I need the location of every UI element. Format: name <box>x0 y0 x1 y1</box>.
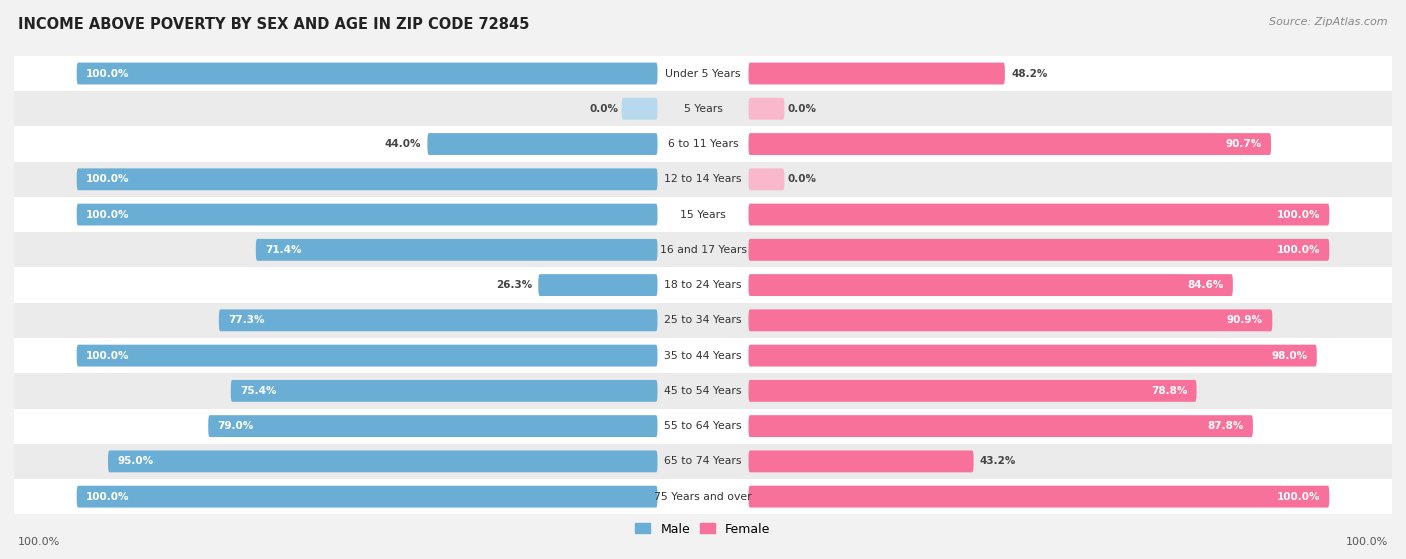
Text: 55 to 64 Years: 55 to 64 Years <box>664 421 742 431</box>
Text: 98.0%: 98.0% <box>1271 350 1308 361</box>
Text: 78.8%: 78.8% <box>1150 386 1187 396</box>
Text: 12 to 14 Years: 12 to 14 Years <box>664 174 742 184</box>
FancyBboxPatch shape <box>748 203 1329 225</box>
Text: 90.9%: 90.9% <box>1227 315 1263 325</box>
Text: 84.6%: 84.6% <box>1187 280 1223 290</box>
FancyBboxPatch shape <box>621 98 658 120</box>
Text: 0.0%: 0.0% <box>589 104 619 114</box>
Text: 0.0%: 0.0% <box>787 174 817 184</box>
Text: INCOME ABOVE POVERTY BY SEX AND AGE IN ZIP CODE 72845: INCOME ABOVE POVERTY BY SEX AND AGE IN Z… <box>18 17 530 32</box>
Text: 71.4%: 71.4% <box>266 245 302 255</box>
Text: 100.0%: 100.0% <box>18 537 60 547</box>
FancyBboxPatch shape <box>108 451 658 472</box>
FancyBboxPatch shape <box>748 310 1272 331</box>
FancyBboxPatch shape <box>219 310 658 331</box>
FancyBboxPatch shape <box>256 239 658 260</box>
Text: 87.8%: 87.8% <box>1208 421 1243 431</box>
Text: 100.0%: 100.0% <box>86 210 129 220</box>
Text: 18 to 24 Years: 18 to 24 Years <box>664 280 742 290</box>
FancyBboxPatch shape <box>231 380 658 402</box>
Bar <box>14 373 1392 409</box>
Bar <box>14 409 1392 444</box>
Bar <box>14 197 1392 232</box>
Text: 75 Years and over: 75 Years and over <box>654 492 752 501</box>
FancyBboxPatch shape <box>427 133 658 155</box>
Text: 100.0%: 100.0% <box>86 69 129 78</box>
Text: 48.2%: 48.2% <box>1011 69 1047 78</box>
Text: 15 Years: 15 Years <box>681 210 725 220</box>
FancyBboxPatch shape <box>77 345 658 367</box>
Bar <box>14 126 1392 162</box>
FancyBboxPatch shape <box>77 168 658 190</box>
Text: 75.4%: 75.4% <box>240 386 277 396</box>
Text: 45 to 54 Years: 45 to 54 Years <box>664 386 742 396</box>
Text: 6 to 11 Years: 6 to 11 Years <box>668 139 738 149</box>
Bar <box>14 303 1392 338</box>
Text: Source: ZipAtlas.com: Source: ZipAtlas.com <box>1270 17 1388 27</box>
FancyBboxPatch shape <box>748 451 973 472</box>
Text: 35 to 44 Years: 35 to 44 Years <box>664 350 742 361</box>
FancyBboxPatch shape <box>77 63 658 84</box>
Bar <box>14 338 1392 373</box>
FancyBboxPatch shape <box>748 133 1271 155</box>
Text: 79.0%: 79.0% <box>218 421 254 431</box>
FancyBboxPatch shape <box>748 380 1197 402</box>
FancyBboxPatch shape <box>748 98 785 120</box>
Text: 95.0%: 95.0% <box>117 456 153 466</box>
FancyBboxPatch shape <box>748 345 1317 367</box>
Text: 90.7%: 90.7% <box>1226 139 1261 149</box>
Bar <box>14 91 1392 126</box>
FancyBboxPatch shape <box>208 415 658 437</box>
Text: 16 and 17 Years: 16 and 17 Years <box>659 245 747 255</box>
Text: 100.0%: 100.0% <box>86 174 129 184</box>
Text: 100.0%: 100.0% <box>1277 245 1320 255</box>
Legend: Male, Female: Male, Female <box>636 523 770 536</box>
Text: 0.0%: 0.0% <box>787 104 817 114</box>
Text: 25 to 34 Years: 25 to 34 Years <box>664 315 742 325</box>
Text: 77.3%: 77.3% <box>228 315 264 325</box>
Text: 65 to 74 Years: 65 to 74 Years <box>664 456 742 466</box>
Text: 5 Years: 5 Years <box>683 104 723 114</box>
Bar <box>14 56 1392 91</box>
Bar <box>14 232 1392 267</box>
Text: 100.0%: 100.0% <box>1277 492 1320 501</box>
Bar <box>14 267 1392 303</box>
Text: 44.0%: 44.0% <box>385 139 422 149</box>
Text: 43.2%: 43.2% <box>980 456 1017 466</box>
Text: 100.0%: 100.0% <box>1346 537 1388 547</box>
FancyBboxPatch shape <box>748 63 1005 84</box>
FancyBboxPatch shape <box>748 168 785 190</box>
FancyBboxPatch shape <box>77 486 658 508</box>
Text: 100.0%: 100.0% <box>1277 210 1320 220</box>
FancyBboxPatch shape <box>77 203 658 225</box>
Bar <box>14 479 1392 514</box>
Text: 100.0%: 100.0% <box>86 350 129 361</box>
Bar <box>14 162 1392 197</box>
Text: 100.0%: 100.0% <box>86 492 129 501</box>
Bar <box>14 444 1392 479</box>
FancyBboxPatch shape <box>748 274 1233 296</box>
FancyBboxPatch shape <box>748 239 1329 260</box>
FancyBboxPatch shape <box>748 415 1253 437</box>
FancyBboxPatch shape <box>538 274 658 296</box>
Text: Under 5 Years: Under 5 Years <box>665 69 741 78</box>
Text: 26.3%: 26.3% <box>496 280 531 290</box>
FancyBboxPatch shape <box>748 486 1329 508</box>
